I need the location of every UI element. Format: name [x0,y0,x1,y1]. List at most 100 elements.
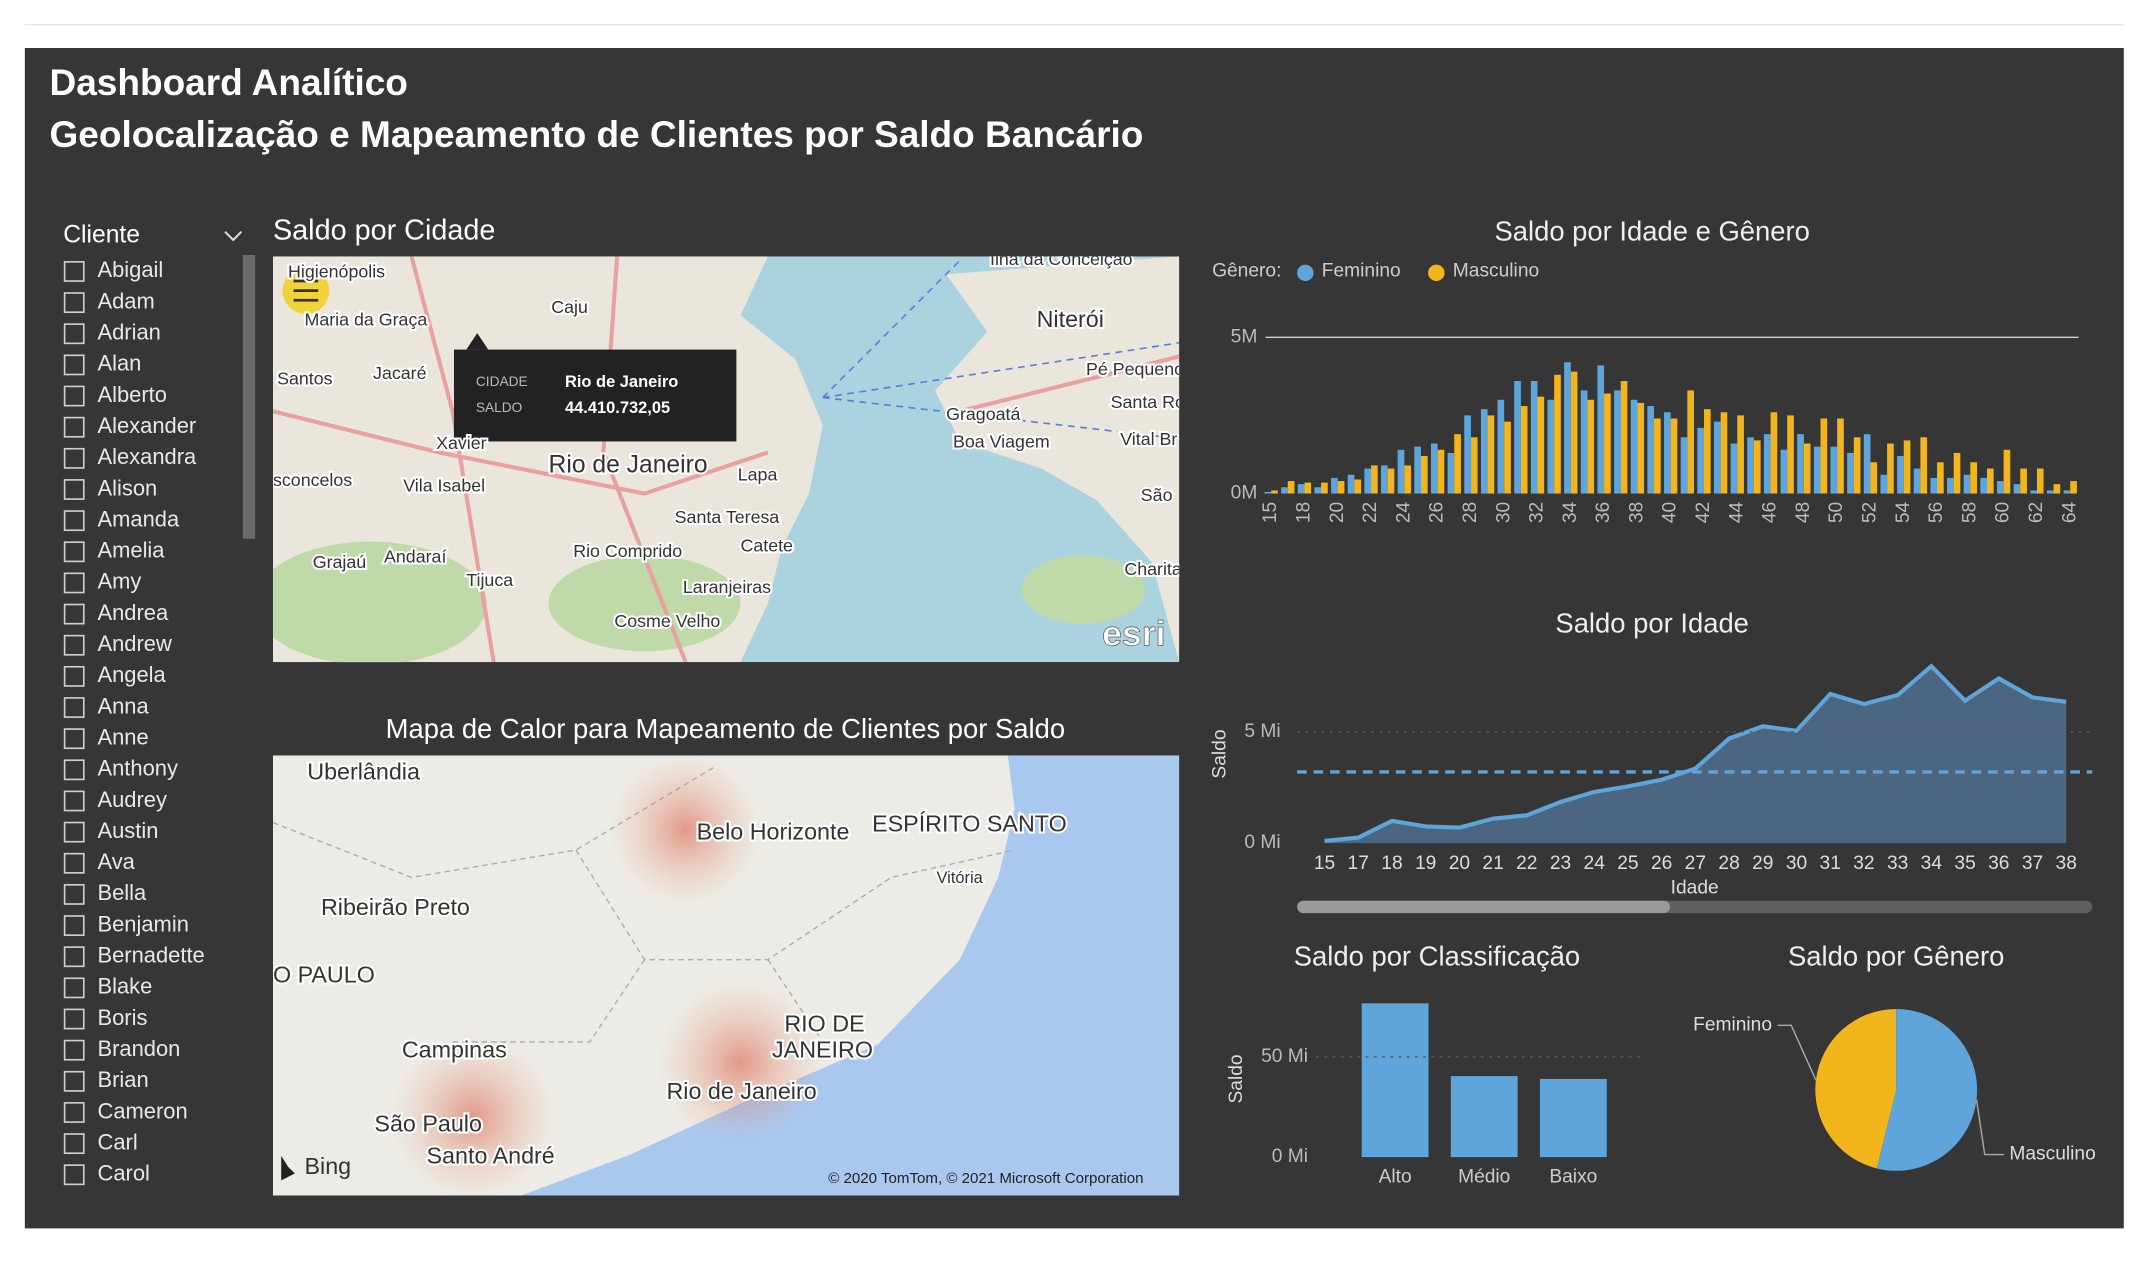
slicer-item[interactable]: Amanda [98,506,180,531]
city-map[interactable]: CIDADE SALDO Rio de Janeiro 44.410.732,0… [254,249,1185,665]
slicer-item[interactable]: Andrea [98,600,169,625]
slicer-scrollbar[interactable] [242,255,256,539]
bar [1620,381,1628,494]
x-tick-label: 60 [1993,502,2014,523]
slicer-item[interactable]: Abigail [98,257,164,282]
x-tick-label: 28 [1718,853,1739,874]
checkbox[interactable] [63,354,85,376]
checkbox[interactable] [63,697,85,718]
slicer-item[interactable]: Alexander [98,413,197,438]
checkbox[interactable] [63,946,85,968]
checkbox[interactable] [63,915,85,936]
checkbox[interactable] [63,541,85,563]
checkbox[interactable] [63,447,85,469]
slicer-item[interactable]: Anne [98,724,149,749]
slicer-item[interactable]: Bella [98,880,148,905]
bar [2030,490,2037,494]
slicer-item[interactable]: Austin [98,818,159,843]
bar [1304,482,1312,494]
checkbox[interactable] [63,292,85,314]
checkbox[interactable] [63,821,85,843]
map-label: sconcelos [273,470,352,490]
checkbox[interactable] [63,603,85,625]
slicer-item[interactable]: Cameron [98,1098,188,1123]
bar [2013,484,2021,494]
bar [1780,449,1788,494]
checkbox[interactable] [63,790,85,812]
slicer-item[interactable]: Anna [98,693,150,718]
x-tick-label: 44 [1726,501,1747,523]
heat-map[interactable]: Bing © 2020 TomTom, © 2021 Microsoft Cor… [272,754,1180,1200]
slicer-item[interactable]: Alexandra [98,444,198,469]
checkbox[interactable] [63,1008,85,1030]
slicer-item[interactable]: Benjamin [98,911,189,936]
land [935,256,1180,663]
x-tick-label: Baixo [1549,1167,1597,1188]
checkbox[interactable] [63,884,85,905]
checkbox[interactable] [63,665,85,687]
slicer-item[interactable]: Alan [98,351,142,376]
map-label: Higienópolis [288,262,385,282]
slicer-item[interactable]: Carl [98,1129,138,1154]
x-tick-label: 27 [1685,853,1706,874]
slicer-item[interactable]: Alberto [98,382,167,407]
map-title: Saldo por Cidade [273,214,495,246]
x-tick-label: 31 [1820,853,1841,874]
slicer-chevron[interactable] [224,230,243,242]
slicer-item[interactable]: Amelia [98,538,166,563]
checkbox[interactable] [63,1039,85,1061]
slicer-item[interactable]: Audrey [98,787,167,812]
heat-spot [658,980,823,1145]
slicer-item[interactable]: Adam [98,288,155,313]
slicer-item[interactable]: Brandon [98,1036,181,1061]
checkbox[interactable] [63,385,85,407]
x-tick-label: 34 [1560,501,1581,523]
bar [1687,390,1694,494]
map-label: Rio Comprido [573,541,682,561]
slicer-item[interactable]: Andrew [98,631,172,656]
slicer-item[interactable]: Bernadette [98,943,205,968]
checkbox[interactable] [63,416,85,438]
checkbox[interactable] [63,759,85,781]
map-label: Laranjeiras [683,577,771,597]
checkbox[interactable] [63,852,85,874]
checkbox[interactable] [63,1102,85,1123]
slicer-item[interactable]: Adrian [98,320,161,345]
slicer-item[interactable]: Blake [98,974,153,999]
slicer-item[interactable]: Ava [98,849,136,874]
checkbox[interactable] [63,1164,85,1186]
bar [1887,443,1894,494]
bar [1630,399,1638,494]
bar [1454,434,1461,494]
checkbox[interactable] [63,572,85,594]
tooltip [453,349,737,442]
x-tick-label: 50 [1826,502,1847,523]
map-label: Catete [740,536,793,556]
slicer-item[interactable]: Angela [98,662,167,687]
bar [1647,406,1655,494]
checkbox[interactable] [63,977,85,999]
slicer-item[interactable]: Brian [98,1067,149,1092]
x-tick-label: 52 [1860,502,1881,523]
checkbox[interactable] [63,1070,85,1092]
slicer-item[interactable]: Amy [98,569,142,594]
x-tick-label: 35 [1954,853,1975,874]
x-tick-label: Alto [1379,1167,1412,1188]
checkbox[interactable] [63,479,85,500]
checkbox[interactable] [63,510,85,532]
map-label: Santa Ro [1111,392,1185,412]
map-label: Andaraí [384,547,446,567]
checkbox[interactable] [63,261,85,282]
slicer-item[interactable]: Anthony [98,756,178,781]
slicer-item[interactable]: Carol [98,1161,150,1186]
checkbox[interactable] [63,634,85,656]
slicer-item[interactable]: Alison [98,475,158,500]
checkbox[interactable] [63,728,85,750]
tooltip-pointer [466,333,489,350]
scrollbar-thumb[interactable] [1297,900,1670,914]
bar [1654,418,1661,494]
y-axis-label: Saldo [1226,1054,1247,1103]
checkbox[interactable] [63,323,85,345]
checkbox[interactable] [63,1133,85,1155]
slicer-item[interactable]: Boris [98,1005,148,1030]
